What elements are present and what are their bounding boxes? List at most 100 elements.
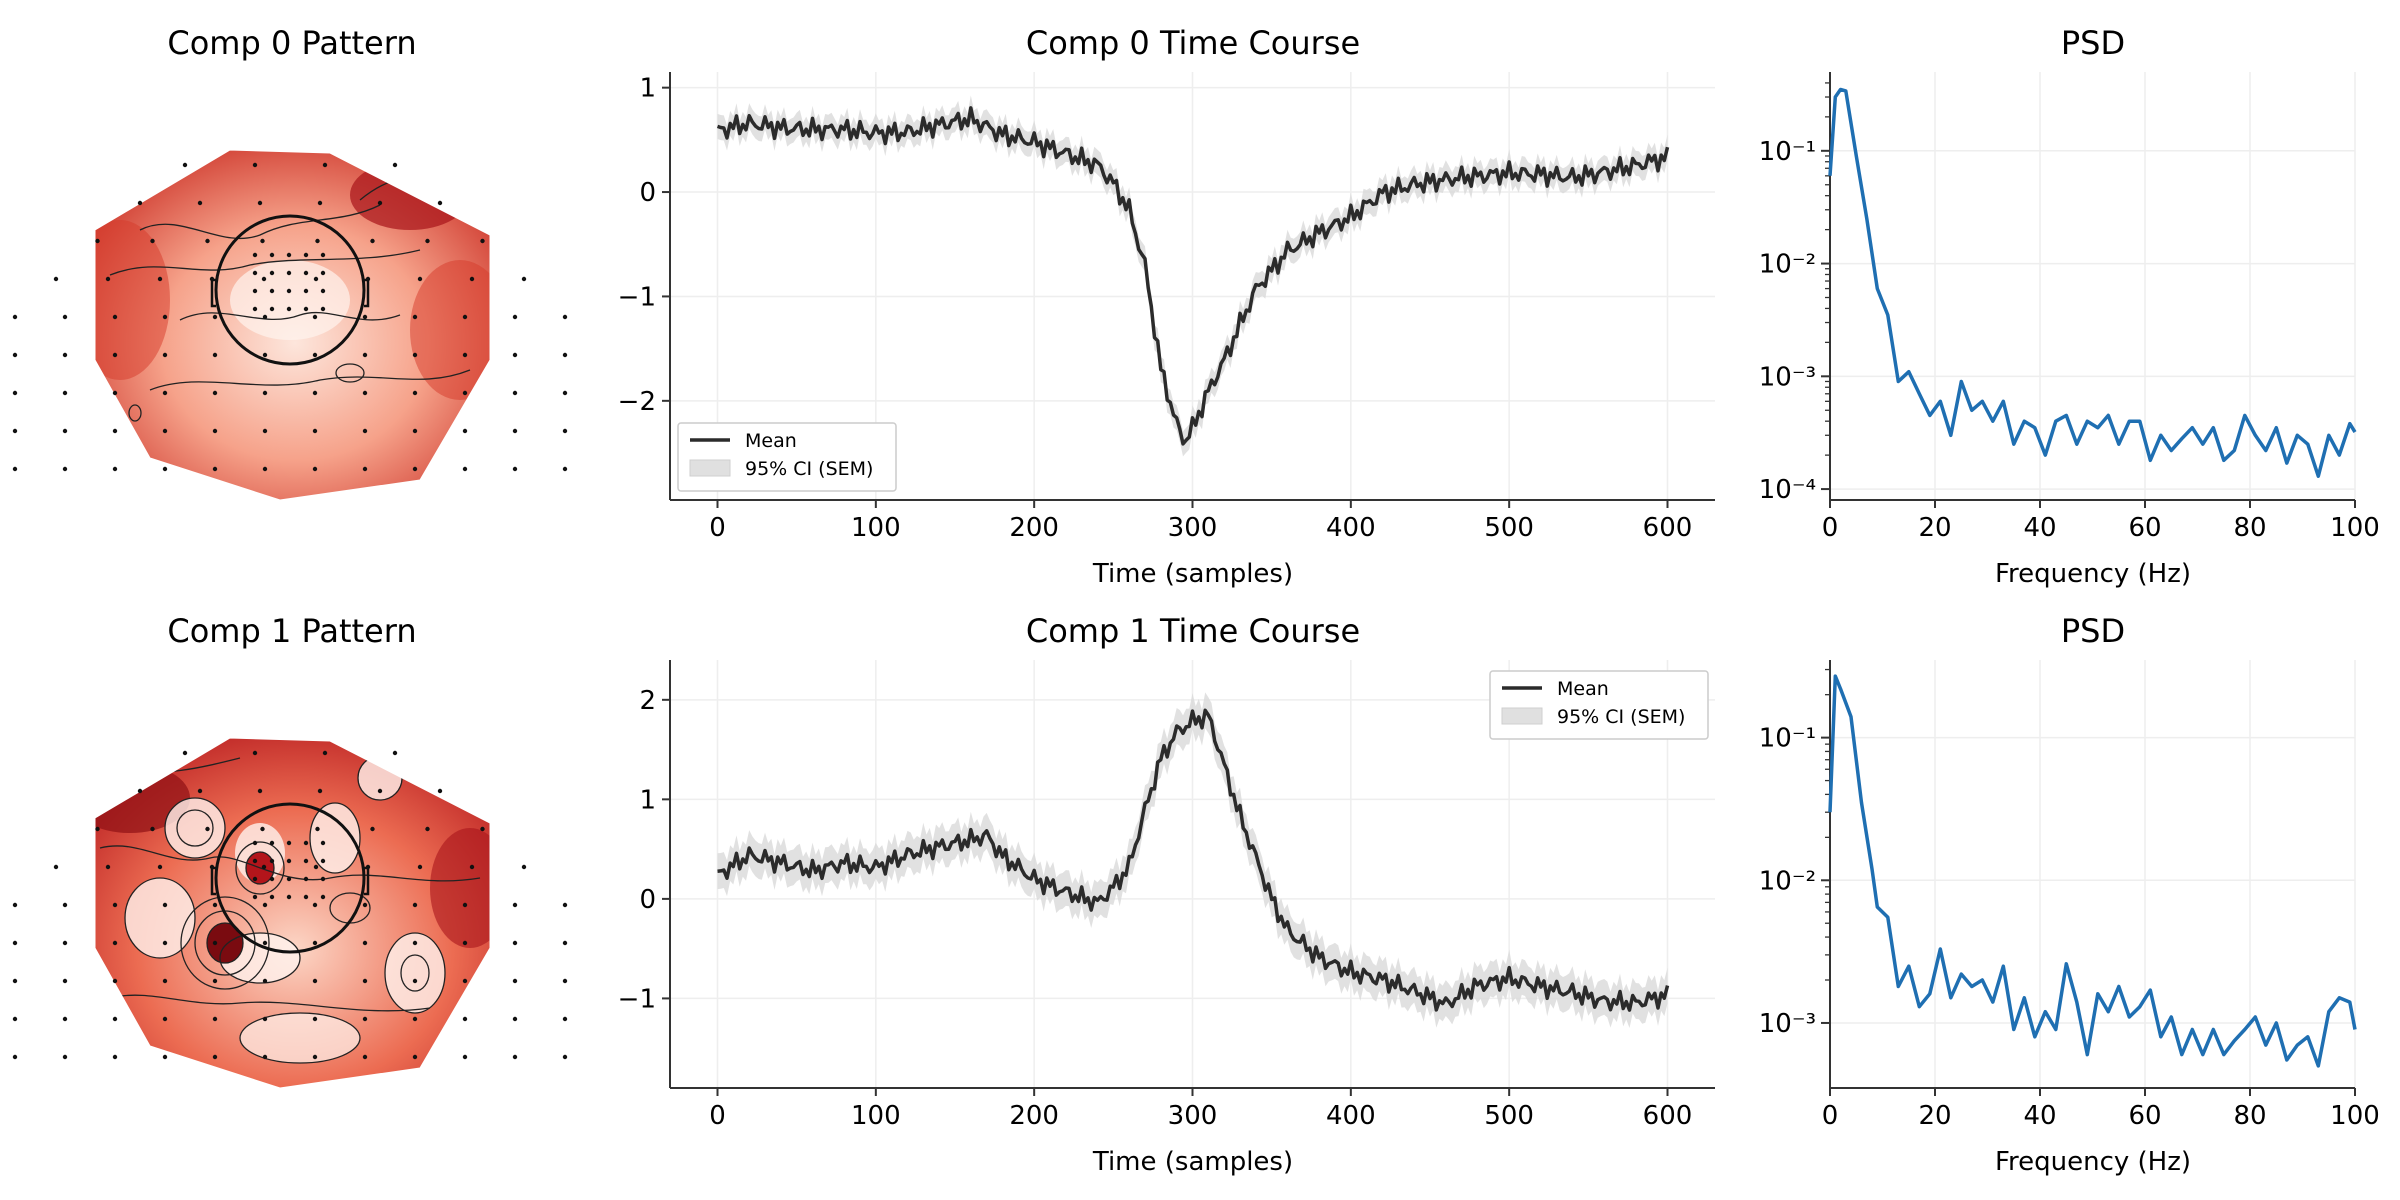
- x-tick-label: 400: [1326, 513, 1376, 543]
- sensor-dot: [209, 276, 215, 282]
- topomap-field: [95, 738, 490, 1088]
- sensor-dot: [462, 428, 468, 434]
- sensor-dot: [12, 466, 18, 472]
- y-tick-label: 1: [639, 74, 656, 104]
- sensor-dot: [362, 314, 368, 320]
- sensor-dot: [521, 864, 527, 870]
- ci-band: [717, 95, 1668, 457]
- x-tick-label: 600: [1643, 1101, 1693, 1131]
- sensor-dot: [12, 314, 18, 320]
- sensor-dot: [197, 788, 203, 794]
- sensor-dot: [212, 390, 218, 396]
- sensor-dot: [286, 252, 292, 258]
- sensor-dot: [137, 788, 143, 794]
- psd-comp0: PSD Frequency (Hz) 0 20 40 60 80 100 10⁻¹ 10⁻² 1…: [1759, 24, 2380, 589]
- psd-line: [1828, 674, 2357, 1068]
- sensor-dot: [112, 466, 118, 472]
- psd-title: PSD: [2061, 24, 2125, 62]
- sensor-dot: [312, 390, 318, 396]
- sensor-dot: [12, 978, 18, 984]
- sensor-dot: [562, 390, 568, 396]
- sensor-dot: [252, 750, 258, 756]
- legend-label: Mean: [1557, 678, 1609, 700]
- sensor-dot: [262, 466, 268, 472]
- sensor-dot: [362, 978, 368, 984]
- sensor-dot: [261, 276, 267, 282]
- x-axis-label: Frequency (Hz): [1995, 559, 2191, 589]
- plot-area: 0 20 40 60 80 100 10⁻¹ 10⁻² 10⁻³: [1759, 660, 2380, 1131]
- y-tick-label: 10⁻²: [1759, 866, 1816, 896]
- y-tick-label: 2: [639, 686, 656, 716]
- sensor-dot: [412, 314, 418, 320]
- sensor-dot: [95, 826, 100, 832]
- sensor-dot: [412, 940, 418, 946]
- y-tick-label: −1: [618, 984, 656, 1014]
- sensor-dot: [480, 238, 485, 244]
- sensor-dot: [412, 978, 418, 984]
- sensor-dot: [562, 940, 568, 946]
- legend-label: Mean: [745, 430, 797, 452]
- x-tick-label: 60: [2128, 513, 2161, 543]
- sensor-dot: [512, 1016, 518, 1022]
- sensor-dot: [320, 288, 326, 294]
- sensor-dot: [260, 826, 265, 832]
- y-tick-label: −1: [618, 282, 656, 312]
- sensor-dot: [53, 276, 59, 282]
- sensor-dot: [312, 314, 318, 320]
- sensor-dot: [312, 978, 318, 984]
- timecourse-title: Comp 1 Time Course: [1026, 612, 1360, 650]
- sensor-dot: [112, 940, 118, 946]
- sensor-dot: [370, 238, 375, 244]
- sensor-dot: [303, 876, 309, 882]
- sensor-dot: [370, 826, 375, 832]
- topomap-field: [95, 150, 490, 500]
- sensor-dot: [182, 162, 188, 168]
- sensor-dot: [105, 864, 111, 870]
- head-outline: [210, 802, 370, 954]
- sensor-dot: [12, 390, 18, 396]
- sensor-dot: [480, 826, 485, 832]
- sensor-dot: [562, 466, 568, 472]
- sensor-dot: [62, 940, 68, 946]
- sensor-dot: [469, 864, 475, 870]
- sensor-dots: [12, 750, 568, 1060]
- sensor-dot: [377, 200, 383, 206]
- sensor-dot: [205, 238, 210, 244]
- x-tick-label: 200: [1009, 513, 1059, 543]
- sensor-dot: [112, 428, 118, 434]
- sensor-dot: [112, 390, 118, 396]
- x-tick-label: 500: [1484, 1101, 1534, 1131]
- sensor-dot: [209, 864, 215, 870]
- sensor-dot: [112, 352, 118, 358]
- sensor-dot: [362, 466, 368, 472]
- sensor-dot: [112, 314, 118, 320]
- sensor-dot: [252, 894, 258, 900]
- x-tick-label: 100: [851, 513, 901, 543]
- sensor-dot: [12, 428, 18, 434]
- y-tick-label: 10⁻¹: [1759, 137, 1816, 167]
- sensor-dot: [317, 788, 323, 794]
- sensor-dot: [162, 978, 168, 984]
- y-tick-label: 10⁻³: [1759, 362, 1816, 392]
- psd-title: PSD: [2061, 612, 2125, 650]
- sensor-dot: [315, 238, 320, 244]
- sensor-dot: [315, 826, 320, 832]
- timecourse-comp1: Comp 1 Time Course Time (samples) 0 100 20…: [618, 612, 1715, 1177]
- sensor-dot: [562, 314, 568, 320]
- sensor-dot: [286, 894, 292, 900]
- topomap-title: Comp 0 Pattern: [167, 24, 416, 62]
- sensor-dot: [286, 840, 292, 846]
- plot-area: 0 100 200 300 400 500 600 −2 −1 0 1: [618, 72, 1715, 543]
- sensor-dot: [312, 352, 318, 358]
- x-tick-label: 0: [709, 513, 726, 543]
- sensor-dot: [362, 940, 368, 946]
- sensor-dot: [62, 1054, 68, 1060]
- sensor-dot: [205, 826, 210, 832]
- x-axis-label: Time (samples): [1092, 1147, 1293, 1177]
- sensor-dot: [392, 750, 398, 756]
- sensor-dot: [269, 306, 275, 312]
- sensor-dot: [252, 162, 258, 168]
- sensor-dot: [562, 978, 568, 984]
- sensor-dot: [286, 876, 292, 882]
- sensor-dot: [303, 840, 309, 846]
